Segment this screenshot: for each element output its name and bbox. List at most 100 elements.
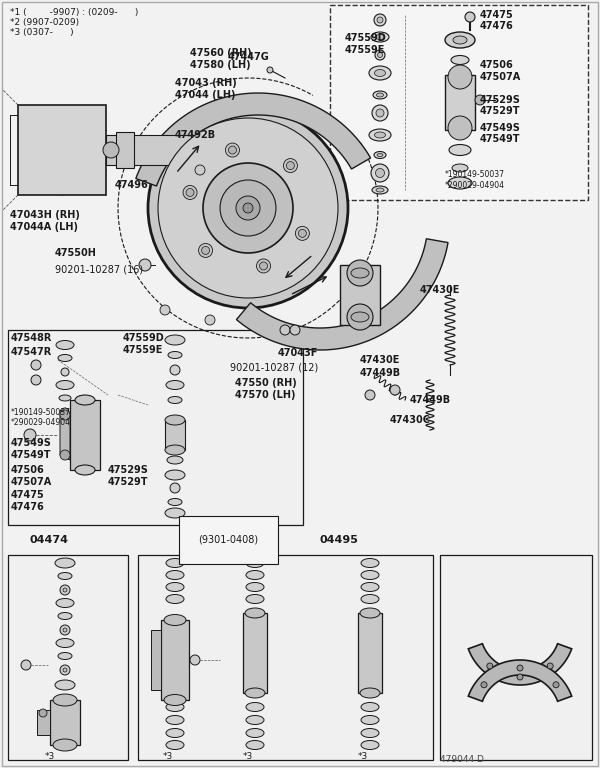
Bar bbox=[330, 5, 588, 200]
Ellipse shape bbox=[56, 638, 74, 647]
Text: 47506: 47506 bbox=[11, 465, 45, 475]
Ellipse shape bbox=[369, 129, 391, 141]
Polygon shape bbox=[469, 644, 572, 685]
Text: (9301-0408): (9301-0408) bbox=[198, 535, 258, 545]
Ellipse shape bbox=[372, 186, 388, 194]
Circle shape bbox=[205, 315, 215, 325]
Ellipse shape bbox=[56, 380, 74, 389]
Circle shape bbox=[517, 665, 523, 671]
Circle shape bbox=[103, 142, 119, 158]
Polygon shape bbox=[37, 710, 50, 735]
Ellipse shape bbox=[369, 66, 391, 80]
Text: 47529S: 47529S bbox=[108, 465, 149, 475]
Circle shape bbox=[448, 116, 472, 140]
Circle shape bbox=[63, 588, 67, 592]
Circle shape bbox=[475, 95, 485, 105]
Polygon shape bbox=[236, 239, 448, 350]
Polygon shape bbox=[60, 410, 70, 460]
Text: 47449B: 47449B bbox=[360, 368, 401, 378]
Ellipse shape bbox=[59, 395, 71, 401]
Bar bbox=[358, 613, 382, 693]
Ellipse shape bbox=[165, 445, 185, 455]
Ellipse shape bbox=[167, 456, 183, 464]
Text: 47475: 47475 bbox=[480, 10, 514, 20]
Ellipse shape bbox=[245, 608, 265, 618]
Ellipse shape bbox=[58, 572, 72, 580]
Circle shape bbox=[199, 243, 212, 257]
Text: 47044A (LH): 47044A (LH) bbox=[10, 222, 78, 232]
Ellipse shape bbox=[371, 32, 389, 42]
Text: *290029-04904: *290029-04904 bbox=[11, 418, 71, 427]
Text: 47507A: 47507A bbox=[11, 477, 52, 487]
Polygon shape bbox=[161, 620, 189, 700]
Text: 479044 D: 479044 D bbox=[440, 755, 484, 764]
Circle shape bbox=[347, 304, 373, 330]
Circle shape bbox=[347, 260, 373, 286]
Circle shape bbox=[295, 227, 310, 240]
Circle shape bbox=[481, 682, 487, 688]
Ellipse shape bbox=[361, 558, 379, 568]
Ellipse shape bbox=[448, 177, 472, 189]
Text: 47529T: 47529T bbox=[108, 477, 149, 487]
Ellipse shape bbox=[164, 694, 186, 706]
Text: 47570 (LH): 47570 (LH) bbox=[235, 390, 296, 400]
Text: 47476: 47476 bbox=[480, 21, 514, 31]
Ellipse shape bbox=[166, 594, 184, 604]
Text: 47430C: 47430C bbox=[390, 415, 431, 425]
Text: *3: *3 bbox=[243, 752, 253, 761]
Text: 04474: 04474 bbox=[30, 535, 69, 545]
Ellipse shape bbox=[75, 465, 95, 475]
Ellipse shape bbox=[377, 154, 383, 157]
Text: 47507A: 47507A bbox=[480, 72, 521, 82]
Circle shape bbox=[372, 105, 388, 121]
Text: *190149-50037: *190149-50037 bbox=[11, 408, 71, 417]
Ellipse shape bbox=[168, 498, 182, 505]
Circle shape bbox=[60, 410, 70, 420]
Ellipse shape bbox=[246, 571, 264, 580]
Circle shape bbox=[374, 14, 386, 26]
Circle shape bbox=[170, 365, 180, 375]
Circle shape bbox=[487, 663, 493, 669]
Circle shape bbox=[390, 385, 400, 395]
Circle shape bbox=[283, 158, 298, 173]
Circle shape bbox=[226, 143, 239, 157]
Circle shape bbox=[60, 625, 70, 635]
Text: 47492B: 47492B bbox=[175, 130, 216, 140]
Text: 47548R: 47548R bbox=[11, 333, 52, 343]
Circle shape bbox=[160, 305, 170, 315]
Ellipse shape bbox=[166, 380, 184, 389]
Ellipse shape bbox=[449, 144, 471, 155]
Bar bbox=[138, 555, 433, 760]
Text: 47043 (RH): 47043 (RH) bbox=[175, 78, 237, 88]
Ellipse shape bbox=[351, 268, 369, 278]
Circle shape bbox=[547, 663, 553, 669]
Circle shape bbox=[298, 230, 307, 237]
Text: 47529T: 47529T bbox=[480, 106, 521, 116]
Ellipse shape bbox=[360, 688, 380, 698]
Text: 47449B: 47449B bbox=[410, 395, 451, 405]
Text: 47559D: 47559D bbox=[123, 333, 165, 343]
Circle shape bbox=[195, 165, 205, 175]
Bar bbox=[340, 265, 380, 325]
Circle shape bbox=[229, 146, 236, 154]
Text: 47430E: 47430E bbox=[420, 285, 460, 295]
Circle shape bbox=[21, 660, 31, 670]
Text: 47043F: 47043F bbox=[278, 348, 319, 358]
Polygon shape bbox=[70, 400, 100, 470]
Ellipse shape bbox=[351, 312, 369, 322]
Text: *3: *3 bbox=[45, 752, 55, 761]
Circle shape bbox=[202, 247, 209, 254]
Ellipse shape bbox=[168, 352, 182, 359]
Text: 47550 (RH): 47550 (RH) bbox=[235, 378, 297, 388]
Ellipse shape bbox=[58, 613, 72, 620]
Ellipse shape bbox=[55, 680, 75, 690]
Ellipse shape bbox=[246, 703, 264, 711]
Text: 47044 (LH): 47044 (LH) bbox=[175, 90, 235, 100]
Circle shape bbox=[260, 262, 268, 270]
Text: 90201-10287 (16): 90201-10287 (16) bbox=[55, 265, 143, 275]
Circle shape bbox=[60, 665, 70, 675]
Ellipse shape bbox=[56, 340, 74, 349]
Bar bbox=[440, 555, 592, 760]
Circle shape bbox=[31, 375, 41, 385]
Bar bbox=[106, 135, 230, 165]
